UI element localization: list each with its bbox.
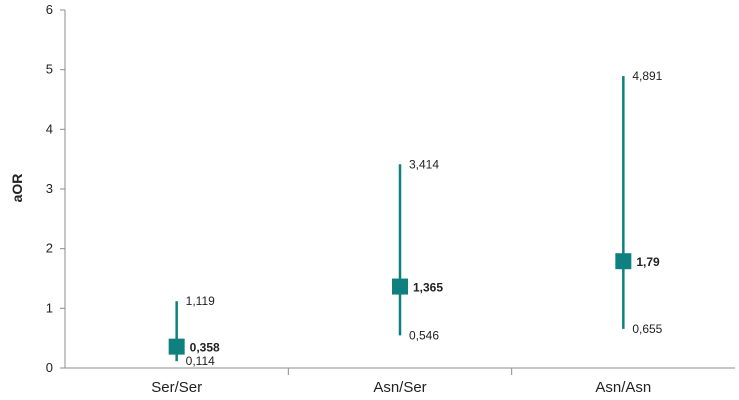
lower-ci-label: 0,114 — [186, 354, 215, 368]
point-group: 4,891 0,655 1,79 — [615, 69, 663, 336]
estimate-marker — [615, 253, 632, 270]
upper-ci-label: 4,891 — [632, 69, 662, 83]
lower-ci-label: 0,655 — [632, 322, 662, 336]
x-axis: Ser/Ser Asn/Ser Asn/Asn — [65, 367, 735, 396]
y-tick-label: 0 — [46, 360, 53, 375]
upper-ci-label: 3,414 — [409, 157, 439, 171]
lower-ci-label: 0,546 — [409, 328, 439, 342]
estimate-label: 1,365 — [413, 281, 443, 295]
y-tick-label: 5 — [46, 62, 53, 77]
estimate-marker — [168, 338, 185, 355]
x-tick-label: Ser/Ser — [151, 379, 202, 396]
y-tick-label: 1 — [46, 300, 53, 315]
estimate-marker — [392, 278, 408, 295]
upper-ci-label: 1,119 — [186, 294, 215, 308]
x-tick-label: Asn/Ser — [373, 379, 426, 396]
y-axis: 0 1 2 3 4 5 6 — [46, 2, 66, 375]
y-tick-label: 4 — [46, 121, 53, 136]
y-tick-label: 2 — [46, 241, 53, 256]
x-tick-label: Asn/Asn — [595, 379, 651, 396]
estimate-label: 0,358 — [190, 341, 220, 355]
y-axis-label: aOR — [9, 174, 25, 203]
point-group: 3,414 0,546 1,365 — [392, 157, 443, 342]
y-tick-label: 3 — [46, 181, 53, 196]
y-tick-label: 6 — [46, 2, 53, 17]
estimate-label: 1,79 — [636, 255, 660, 269]
